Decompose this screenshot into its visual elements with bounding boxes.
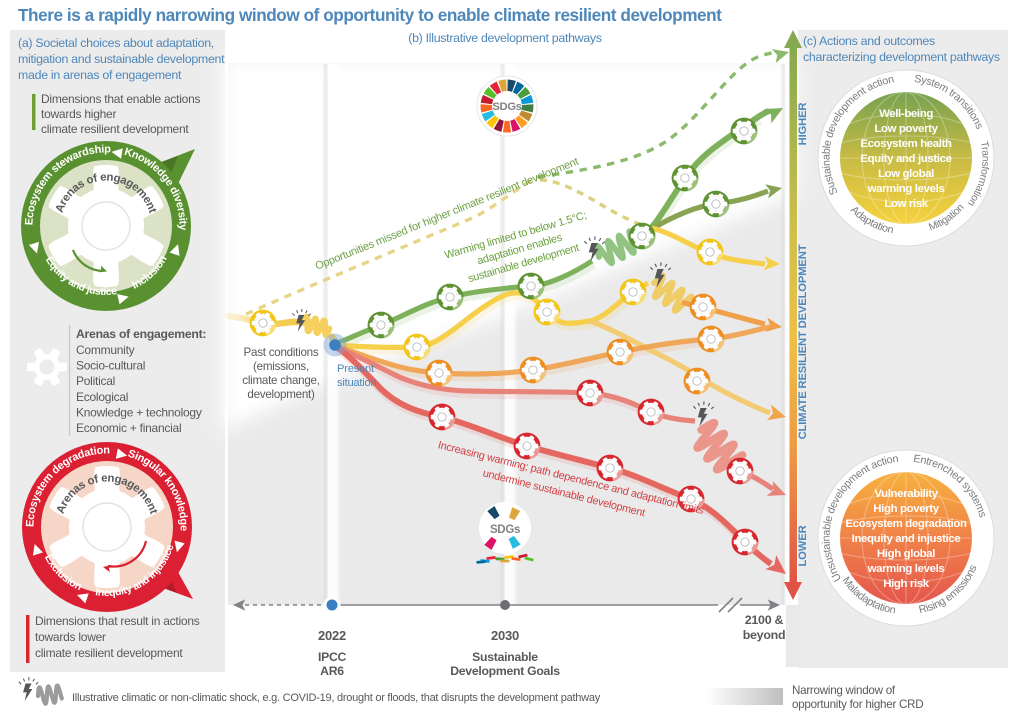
svg-text:Present: Present xyxy=(337,363,375,375)
svg-text:High risk: High risk xyxy=(883,578,930,590)
svg-text:CLIMATE RESILIENT DEVELOPMENT: CLIMATE RESILIENT DEVELOPMENT xyxy=(797,244,809,439)
svg-text:High poverty: High poverty xyxy=(873,503,939,515)
svg-text:characterizing development pat: characterizing development pathways xyxy=(803,50,1000,64)
svg-text:climate resilient development: climate resilient development xyxy=(35,646,183,660)
svg-text:AR6: AR6 xyxy=(320,664,344,678)
svg-text:(a) Societal choices about ada: (a) Societal choices about adaptation, xyxy=(18,36,214,50)
svg-text:Well-being: Well-being xyxy=(879,108,933,120)
svg-text:Past conditions: Past conditions xyxy=(244,346,319,359)
svg-text:(emissions,: (emissions, xyxy=(253,360,309,373)
svg-text:SDGs: SDGs xyxy=(492,101,521,113)
svg-text:warming levels: warming levels xyxy=(867,563,945,575)
svg-text:Vulnerability: Vulnerability xyxy=(874,488,938,500)
svg-text:2022: 2022 xyxy=(318,628,346,643)
svg-text:warming levels: warming levels xyxy=(867,183,945,195)
svg-text:Narrowing window of: Narrowing window of xyxy=(792,684,896,697)
svg-text:Socio-cultural: Socio-cultural xyxy=(76,359,145,373)
svg-text:Knowledge + technology: Knowledge + technology xyxy=(76,405,202,419)
svg-text:Ecosystem degradation: Ecosystem degradation xyxy=(845,518,967,530)
svg-text:Economic + financial: Economic + financial xyxy=(76,421,181,435)
svg-text:mitigation and sustainable dev: mitigation and sustainable development xyxy=(18,52,225,66)
svg-text:(c) Actions and outcomes: (c) Actions and outcomes xyxy=(803,34,935,48)
svg-text:Dimensions that result in acti: Dimensions that result in actions xyxy=(35,614,200,628)
svg-text:Ecosystem health: Ecosystem health xyxy=(860,138,952,150)
svg-text:Inequity and injustice: Inequity and injustice xyxy=(852,533,961,545)
svg-text:2030: 2030 xyxy=(491,628,519,643)
svg-text:SDGs: SDGs xyxy=(490,524,520,536)
svg-text:Illustrative climatic or non-c: Illustrative climatic or non-climatic sh… xyxy=(72,692,601,704)
svg-text:Dimensions that enable actions: Dimensions that enable actions xyxy=(41,92,201,106)
svg-text:HIGHER: HIGHER xyxy=(797,103,809,146)
svg-text:Political: Political xyxy=(76,374,115,388)
svg-text:IPCC: IPCC xyxy=(318,650,347,664)
svg-text:Ecological: Ecological xyxy=(76,390,128,404)
svg-text:Community: Community xyxy=(76,343,135,357)
svg-text:climate change,: climate change, xyxy=(242,374,319,387)
svg-text:climate resilient development: climate resilient development xyxy=(41,122,189,136)
svg-text:situation: situation xyxy=(337,377,376,389)
svg-text:Sustainable: Sustainable xyxy=(472,650,538,664)
svg-text:Low global: Low global xyxy=(878,168,934,180)
svg-text:(b) Illustrative development p: (b) Illustrative development pathways xyxy=(408,31,602,45)
svg-text:beyond: beyond xyxy=(743,628,786,642)
svg-text:made in arenas of engagement: made in arenas of engagement xyxy=(18,68,182,82)
svg-text:LOWER: LOWER xyxy=(797,525,809,566)
svg-text:Development Goals: Development Goals xyxy=(450,664,560,678)
svg-text:There is a rapidly narrowing w: There is a rapidly narrowing window of o… xyxy=(18,5,722,25)
svg-text:towards higher: towards higher xyxy=(41,107,116,121)
svg-text:Low poverty: Low poverty xyxy=(874,123,938,135)
svg-text:opportunity for higher CRD: opportunity for higher CRD xyxy=(792,698,923,711)
svg-text:2100 &: 2100 & xyxy=(745,613,784,627)
svg-text:development): development) xyxy=(247,388,315,401)
svg-text:High global: High global xyxy=(877,548,935,560)
svg-text:Arenas of engagement:: Arenas of engagement: xyxy=(76,327,206,341)
svg-text:Low risk: Low risk xyxy=(884,198,928,210)
svg-text:towards lower: towards lower xyxy=(35,630,106,644)
svg-text:Equity and justice: Equity and justice xyxy=(860,153,951,165)
